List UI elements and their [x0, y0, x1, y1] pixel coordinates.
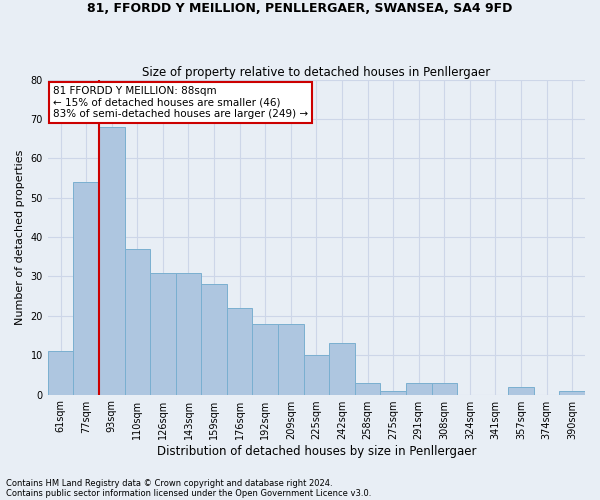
Text: Contains HM Land Registry data © Crown copyright and database right 2024.: Contains HM Land Registry data © Crown c… — [6, 478, 332, 488]
Bar — [355, 383, 380, 394]
X-axis label: Distribution of detached houses by size in Penllergaer: Distribution of detached houses by size … — [157, 444, 476, 458]
Bar — [201, 284, 227, 395]
Bar — [406, 383, 431, 394]
Title: Size of property relative to detached houses in Penllergaer: Size of property relative to detached ho… — [142, 66, 491, 78]
Bar — [559, 390, 585, 394]
Bar — [380, 390, 406, 394]
Bar — [431, 383, 457, 394]
Bar — [253, 324, 278, 394]
Bar — [329, 344, 355, 394]
Bar — [73, 182, 99, 394]
Bar — [176, 272, 201, 394]
Bar — [125, 249, 150, 394]
Bar — [99, 127, 125, 394]
Y-axis label: Number of detached properties: Number of detached properties — [15, 150, 25, 325]
Bar — [150, 272, 176, 394]
Text: Contains public sector information licensed under the Open Government Licence v3: Contains public sector information licen… — [6, 488, 371, 498]
Bar — [278, 324, 304, 394]
Bar — [304, 355, 329, 395]
Text: 81, FFORDD Y MEILLION, PENLLERGAER, SWANSEA, SA4 9FD: 81, FFORDD Y MEILLION, PENLLERGAER, SWAN… — [88, 2, 512, 16]
Bar — [508, 386, 534, 394]
Text: 81 FFORDD Y MEILLION: 88sqm
← 15% of detached houses are smaller (46)
83% of sem: 81 FFORDD Y MEILLION: 88sqm ← 15% of det… — [53, 86, 308, 119]
Bar — [227, 308, 253, 394]
Bar — [48, 352, 73, 395]
